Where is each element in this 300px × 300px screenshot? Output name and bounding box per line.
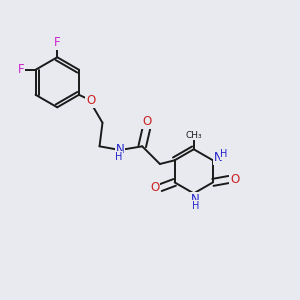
Text: N: N	[116, 143, 124, 156]
Text: F: F	[54, 36, 61, 49]
Text: O: O	[230, 173, 240, 186]
Text: H: H	[191, 201, 199, 211]
Text: CH₃: CH₃	[185, 130, 202, 140]
Text: H: H	[115, 152, 122, 162]
Text: F: F	[17, 63, 24, 76]
Text: H: H	[220, 149, 228, 159]
Text: O: O	[150, 181, 159, 194]
Text: O: O	[86, 94, 95, 107]
Text: N: N	[214, 152, 223, 164]
Text: O: O	[142, 116, 151, 128]
Text: N: N	[191, 194, 200, 206]
